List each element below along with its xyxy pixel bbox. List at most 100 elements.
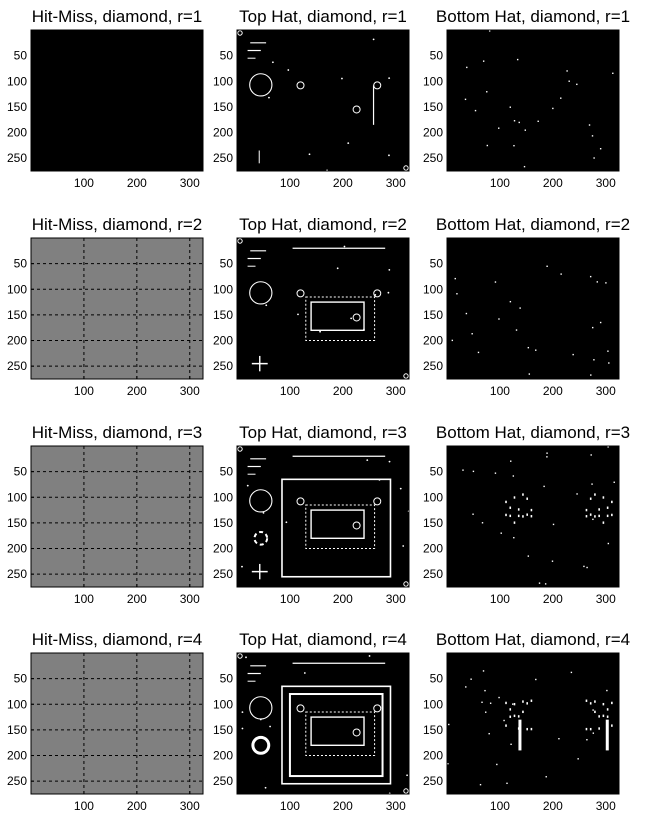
corner-circle: [403, 788, 409, 794]
v-mark: [513, 714, 516, 718]
v-mark: [589, 702, 592, 705]
y-tick-label: 250: [7, 359, 27, 373]
panel-title: Hit-Miss, diamond, r=3: [32, 423, 203, 442]
small-circle: [296, 289, 305, 298]
speckle-dot: [613, 481, 615, 483]
speckle-dot: [513, 536, 515, 539]
y-tick-label: 50: [430, 49, 444, 63]
speckle-dot: [510, 460, 512, 462]
inner-rectangle: [310, 716, 365, 746]
v-mark: [505, 701, 507, 705]
speckle-dot: [481, 522, 484, 524]
y-tick-label: 150: [7, 100, 27, 114]
x-tick-label: 300: [386, 384, 406, 398]
x-tick-label: 200: [127, 799, 147, 813]
y-tick-label: 200: [7, 126, 27, 140]
large-circle: [249, 696, 273, 720]
y-tick-label: 150: [7, 516, 27, 530]
panel-9: [446, 445, 620, 588]
axes-frame: [446, 445, 620, 588]
v-mark: [509, 514, 512, 518]
speckle-dot: [456, 293, 458, 295]
dot-mark: [388, 154, 390, 157]
axes-frame: [446, 29, 620, 172]
v-mark: [602, 496, 605, 499]
x-tick-label: 200: [543, 592, 563, 606]
small-circle: [296, 81, 305, 90]
y-tick-label: 150: [213, 308, 233, 322]
speckle-dot: [568, 80, 570, 82]
small-circle: [373, 289, 382, 298]
dot-mark: [297, 313, 299, 316]
v-mark: [509, 708, 512, 711]
speckle-dot: [506, 782, 508, 785]
speckle-dot: [513, 120, 516, 122]
v-mark: [606, 708, 609, 711]
dot-mark: [366, 459, 369, 462]
speckle-dot: [552, 107, 554, 110]
small-circle: [352, 728, 361, 737]
x-tick-label: 200: [333, 799, 353, 813]
ring: [253, 530, 269, 546]
panel-title: Top Hat, diamond, r=2: [239, 215, 407, 234]
small-circle: [296, 704, 305, 713]
x-tick-label: 100: [280, 592, 300, 606]
x-tick-label: 200: [127, 384, 147, 398]
y-tick-label: 100: [7, 74, 27, 88]
dot-mark: [285, 521, 288, 524]
x-tick-label: 200: [543, 799, 563, 813]
v-mark: [611, 513, 613, 517]
v-mark: [517, 508, 520, 511]
v-mark: [505, 500, 507, 504]
y-tick-label: 250: [423, 567, 443, 581]
v-bar: [605, 719, 609, 751]
panel-title: Top Hat, diamond, r=3: [239, 423, 407, 442]
v-mark: [509, 715, 512, 718]
dot-mark: [387, 291, 390, 294]
panel-title: Top Hat, diamond, r=1: [239, 7, 407, 26]
speckle-dot: [503, 719, 505, 722]
y-tick-label: 50: [14, 465, 28, 479]
dot-mark: [262, 511, 265, 514]
axes-frame: [236, 445, 410, 588]
x-tick-label: 100: [280, 384, 300, 398]
image-area: [237, 446, 409, 587]
speckle-dot: [524, 129, 527, 131]
axes-frame: [236, 237, 410, 380]
y-tick-label: 100: [423, 697, 443, 711]
x-tick-label: 100: [280, 176, 300, 190]
axes-frame: [30, 29, 204, 172]
dot-mark: [271, 61, 274, 64]
speckle-dot: [448, 723, 450, 726]
y-tick-label: 250: [213, 151, 233, 165]
speckle-dot: [489, 702, 492, 704]
dot-mark: [343, 245, 346, 248]
speckle-dot: [577, 758, 579, 760]
large-circle: [249, 281, 273, 305]
v-mark: [530, 515, 533, 518]
speckle-dot: [496, 763, 498, 766]
speckle-dot: [527, 346, 530, 349]
y-tick-label: 200: [213, 126, 233, 140]
y-tick-label: 200: [213, 749, 233, 763]
v-mark: [517, 514, 520, 518]
axes-frame: [30, 237, 204, 380]
x-tick-label: 300: [596, 592, 616, 606]
v-mark: [594, 493, 596, 496]
panel-title: Hit-Miss, diamond, r=4: [32, 630, 203, 649]
y-tick-label: 50: [220, 257, 234, 271]
corner-circle: [237, 653, 243, 659]
speckle-dot: [560, 273, 562, 275]
speckle-dot: [486, 91, 488, 93]
v-mark: [522, 515, 524, 518]
speckle-dot: [481, 701, 483, 703]
corner-circle: [403, 165, 409, 171]
y-tick-label: 50: [220, 49, 234, 63]
x-tick-label: 300: [596, 176, 616, 190]
panel-12: [446, 652, 620, 795]
panel-8: [236, 445, 410, 588]
speckle-dot: [606, 689, 608, 692]
y-tick-label: 100: [7, 490, 27, 504]
v-mark: [513, 702, 516, 706]
speckle-dot: [607, 542, 610, 545]
